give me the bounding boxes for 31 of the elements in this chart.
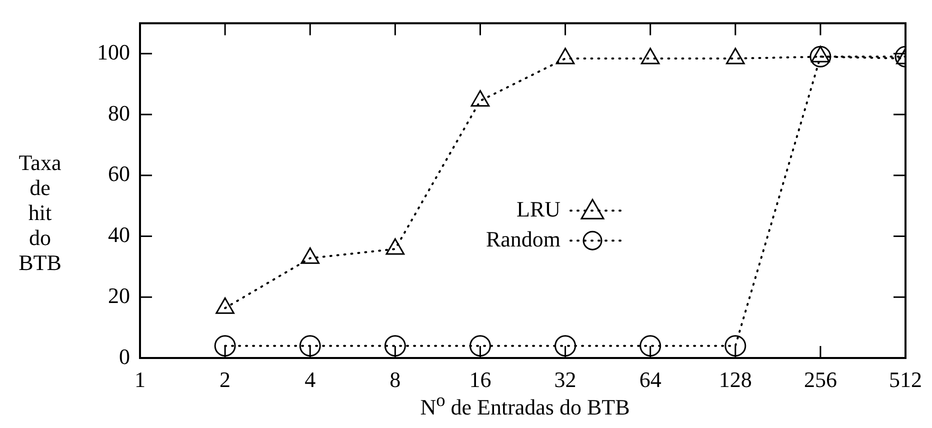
x-axis-title: N$^{o}$ de Entradas do BTB	[419, 390, 631, 420]
x-tick-label: 4	[304, 366, 316, 392]
x-tick-label: 16	[469, 366, 492, 392]
x-tick-label: 256	[804, 366, 837, 392]
point	[640, 335, 662, 357]
x-tick-label: 8	[390, 366, 401, 392]
point	[554, 335, 576, 357]
y-axis-title: Taxa de hit do BTB	[18, 150, 62, 275]
y-tick-label: 40	[108, 222, 130, 248]
point	[726, 48, 745, 64]
legend-label: Random	[486, 226, 560, 252]
point	[299, 335, 321, 357]
y-tick-label: 80	[108, 100, 130, 126]
y-tick-label: 20	[108, 282, 130, 308]
point	[469, 335, 491, 357]
y-tick-label: 100	[97, 39, 130, 64]
x-tick-label: 1	[134, 366, 146, 392]
x-tick-label: 128	[718, 366, 752, 392]
point	[470, 90, 490, 107]
point	[214, 335, 236, 357]
point	[384, 335, 406, 357]
point	[724, 335, 746, 357]
point	[556, 48, 575, 64]
point	[640, 48, 660, 64]
x-tick-label: 64	[639, 366, 662, 392]
y-tick-label: 0	[119, 344, 130, 369]
x-tick-label: 2	[220, 366, 231, 392]
x-tick-label: 512	[889, 366, 922, 392]
x-tick-label: 32	[554, 366, 576, 392]
legend-label: LRU	[516, 196, 561, 222]
y-tick-label: 60	[108, 161, 130, 186]
